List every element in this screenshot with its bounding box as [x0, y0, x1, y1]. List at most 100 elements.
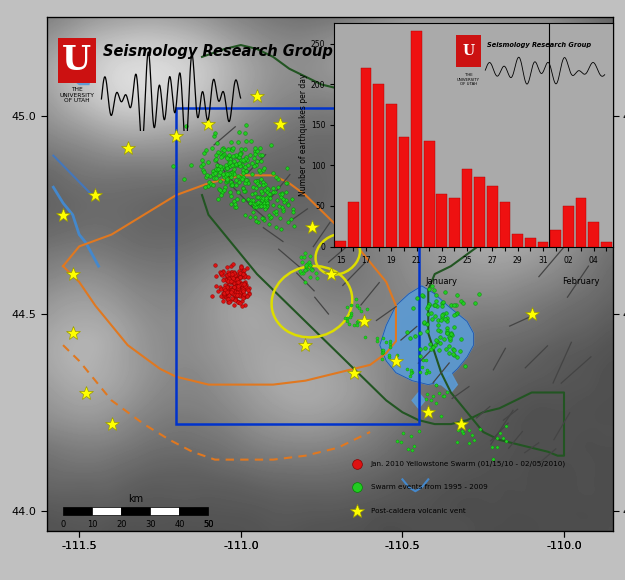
Point — [219, 285, 229, 294]
Point — [201, 183, 211, 192]
Point — [475, 425, 485, 434]
Point — [239, 284, 249, 293]
Point — [221, 270, 231, 280]
Point — [296, 253, 306, 262]
Point — [231, 285, 241, 294]
Point — [239, 270, 249, 279]
Point — [259, 180, 269, 190]
Point — [228, 179, 238, 188]
Point — [237, 280, 247, 289]
Point — [429, 285, 439, 295]
Point — [301, 262, 311, 271]
Point — [233, 284, 243, 293]
Point — [241, 280, 251, 289]
Point — [227, 267, 237, 277]
Point — [268, 183, 278, 192]
Point — [226, 267, 236, 276]
Point — [236, 285, 246, 294]
Point — [261, 204, 271, 213]
Point — [233, 188, 243, 197]
Point — [228, 286, 238, 295]
Point — [226, 293, 236, 303]
Bar — [601, 242, 611, 246]
Point — [268, 168, 278, 177]
Point — [417, 362, 427, 371]
Point — [222, 262, 232, 271]
Point — [235, 161, 245, 171]
Point — [406, 365, 416, 374]
Point — [216, 153, 226, 162]
Point — [236, 291, 246, 300]
Point — [238, 195, 248, 205]
Point — [224, 161, 234, 171]
Point — [422, 326, 432, 335]
Point — [403, 444, 413, 454]
Text: 30: 30 — [145, 520, 156, 530]
Point — [445, 336, 455, 345]
Point — [235, 280, 245, 289]
Point — [448, 345, 458, 354]
Point — [431, 380, 441, 390]
Bar — [348, 202, 359, 246]
Bar — [462, 169, 472, 246]
Text: 50: 50 — [203, 520, 214, 530]
Point — [289, 205, 299, 214]
Point — [210, 260, 220, 270]
Point — [258, 195, 268, 204]
Point — [259, 216, 269, 225]
Point — [251, 213, 261, 222]
Point — [304, 251, 314, 260]
Point — [223, 272, 233, 281]
Point — [372, 336, 382, 346]
Point — [381, 337, 391, 346]
Point — [467, 430, 477, 440]
Point — [248, 195, 258, 205]
Point — [240, 166, 250, 176]
Point — [225, 187, 235, 196]
Point — [222, 285, 232, 294]
Point — [444, 332, 454, 342]
Point — [230, 203, 240, 212]
Point — [253, 176, 262, 185]
Point — [228, 273, 238, 282]
Point — [424, 367, 434, 376]
Point — [231, 269, 241, 278]
Point — [234, 279, 244, 288]
Point — [258, 194, 268, 203]
Point — [224, 154, 234, 164]
Point — [257, 200, 267, 209]
Point — [232, 284, 242, 293]
Point — [224, 283, 234, 292]
Point — [232, 275, 242, 284]
Point — [342, 302, 352, 311]
Bar — [361, 68, 371, 246]
Point — [281, 179, 291, 188]
Point — [232, 287, 242, 296]
Point — [259, 163, 269, 172]
Point — [221, 183, 231, 192]
Point — [226, 180, 236, 190]
Point — [417, 290, 427, 299]
Point — [210, 129, 220, 138]
Point — [215, 186, 225, 195]
Point — [234, 151, 244, 161]
Point — [242, 176, 252, 185]
Point — [257, 150, 267, 160]
Point — [236, 148, 246, 158]
Point — [222, 164, 232, 173]
Point — [233, 159, 243, 168]
Point — [422, 390, 432, 399]
Point — [226, 137, 236, 147]
Point — [426, 339, 436, 349]
Point — [229, 282, 239, 292]
Text: U: U — [462, 44, 474, 58]
Point — [449, 310, 459, 320]
Point — [225, 154, 235, 164]
Point — [235, 272, 245, 281]
Point — [278, 194, 288, 204]
Point — [221, 163, 231, 172]
Point — [311, 273, 321, 282]
Point — [436, 411, 446, 420]
Point — [231, 296, 241, 305]
Point — [232, 285, 242, 294]
